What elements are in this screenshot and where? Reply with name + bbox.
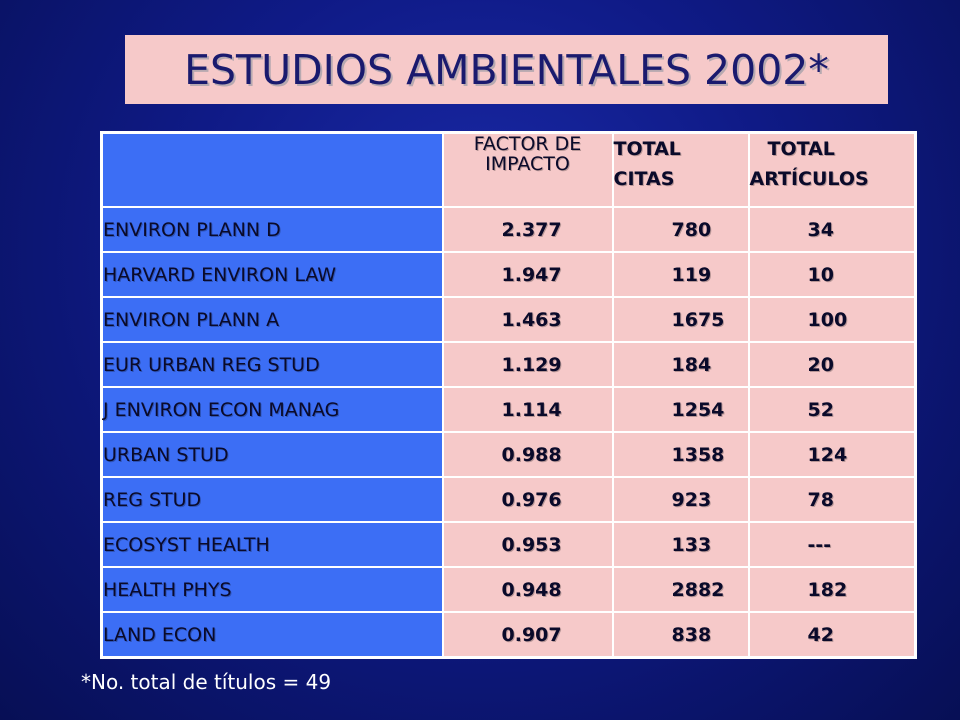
journal-name-cell: URBAN STUD xyxy=(100,431,444,478)
table-row: ENVIRON PLANN D 2.377 780 34 xyxy=(100,206,917,253)
journal-name-cell: ENVIRON PLANN A xyxy=(100,296,444,343)
journal-name-cell: J ENVIRON ECON MANAG xyxy=(100,386,444,433)
header-name-cell xyxy=(100,131,444,208)
table-row: EUR URBAN REG STUD 1.129 184 20 xyxy=(100,341,917,388)
table-row: HEALTH PHYS 0.948 2882 182 xyxy=(100,566,917,613)
journal-name-cell: EUR URBAN REG STUD xyxy=(100,341,444,388)
journal-name-cell: LAND ECON xyxy=(100,611,444,659)
header-total-articulos-line2: ARTÍCULOS xyxy=(749,168,869,190)
total-citas-cell: 2882 xyxy=(611,566,750,613)
total-citas-cell: 1675 xyxy=(611,296,750,343)
journal-name-cell: HARVARD ENVIRON LAW xyxy=(100,251,444,298)
total-articulos-cell: 124 xyxy=(747,431,917,478)
total-articulos-cell: --- xyxy=(747,521,917,568)
total-articulos-cell: 182 xyxy=(747,566,917,613)
table-row: HARVARD ENVIRON LAW 1.947 119 10 xyxy=(100,251,917,298)
total-citas-cell: 119 xyxy=(611,251,750,298)
impact-factor-cell: 0.953 xyxy=(441,521,614,568)
total-citas-cell: 923 xyxy=(611,476,750,523)
total-articulos-cell: 78 xyxy=(747,476,917,523)
journal-name-cell: ECOSYST HEALTH xyxy=(100,521,444,568)
impact-factor-cell: 1.947 xyxy=(441,251,614,298)
journals-table: FACTOR DE IMPACTO TOTAL CITAS TOTAL ARTÍ… xyxy=(100,131,917,659)
total-citas-cell: 838 xyxy=(611,611,750,659)
header-total-citas-line2: CITAS xyxy=(613,168,675,190)
total-articulos-cell: 34 xyxy=(747,206,917,253)
total-citas-cell: 780 xyxy=(611,206,750,253)
total-citas-cell: 1254 xyxy=(611,386,750,433)
table-row: REG STUD 0.976 923 78 xyxy=(100,476,917,523)
total-articulos-cell: 10 xyxy=(747,251,917,298)
table-row: URBAN STUD 0.988 1358 124 xyxy=(100,431,917,478)
table-row: ENVIRON PLANN A 1.463 1675 100 xyxy=(100,296,917,343)
footnote: *No. total de títulos = 49 xyxy=(81,670,332,694)
page-title: ESTUDIOS AMBIENTALES 2002* xyxy=(184,45,829,94)
journal-name-cell: HEALTH PHYS xyxy=(100,566,444,613)
impact-factor-cell: 1.114 xyxy=(441,386,614,433)
impact-factor-cell: 2.377 xyxy=(441,206,614,253)
impact-factor-cell: 1.129 xyxy=(441,341,614,388)
impact-factor-cell: 0.948 xyxy=(441,566,614,613)
total-articulos-cell: 42 xyxy=(747,611,917,659)
impact-factor-cell: 0.976 xyxy=(441,476,614,523)
impact-factor-cell: 0.907 xyxy=(441,611,614,659)
journal-name-cell: ENVIRON PLANN D xyxy=(100,206,444,253)
total-articulos-cell: 52 xyxy=(747,386,917,433)
total-articulos-cell: 20 xyxy=(747,341,917,388)
impact-factor-cell: 1.463 xyxy=(441,296,614,343)
total-citas-cell: 1358 xyxy=(611,431,750,478)
header-total-articulos-line1: TOTAL xyxy=(767,138,835,160)
total-citas-cell: 184 xyxy=(611,341,750,388)
header-impact-factor: FACTOR DE IMPACTO xyxy=(441,131,614,208)
journal-name-cell: REG STUD xyxy=(100,476,444,523)
total-articulos-cell: 100 xyxy=(747,296,917,343)
table-row: ECOSYST HEALTH 0.953 133 --- xyxy=(100,521,917,568)
title-banner: ESTUDIOS AMBIENTALES 2002* xyxy=(125,35,888,104)
total-citas-cell: 133 xyxy=(611,521,750,568)
impact-factor-cell: 0.988 xyxy=(441,431,614,478)
table-row: J ENVIRON ECON MANAG 1.114 1254 52 xyxy=(100,386,917,433)
table-row: LAND ECON 0.907 838 42 xyxy=(100,611,917,659)
header-total-citas-line1: TOTAL xyxy=(613,138,681,160)
header-total-citas: TOTAL CITAS xyxy=(611,131,750,208)
header-total-articulos: TOTAL ARTÍCULOS xyxy=(747,131,917,208)
table-header-row: FACTOR DE IMPACTO TOTAL CITAS TOTAL ARTÍ… xyxy=(100,131,917,208)
